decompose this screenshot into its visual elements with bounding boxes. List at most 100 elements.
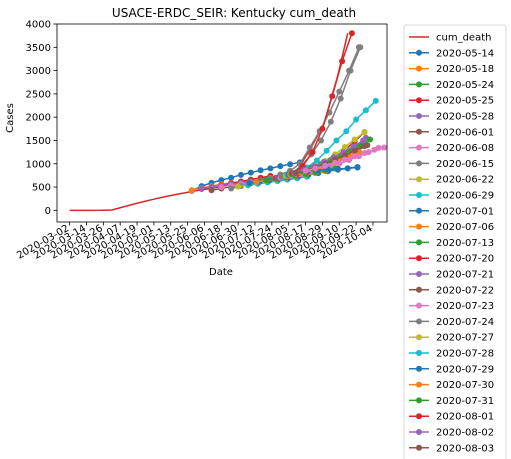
legend-swatch-marker: [416, 318, 422, 325]
data-point: [306, 144, 313, 151]
legend-swatch-marker: [416, 302, 422, 309]
legend-label: 2020-07-23: [436, 301, 494, 312]
legend-label: 2020-07-20: [436, 254, 494, 265]
legend-label: 2020-07-22: [436, 285, 494, 296]
legend-swatch-marker: [416, 113, 422, 119]
data-point: [347, 67, 354, 74]
legend-label: 2020-06-01: [436, 127, 494, 138]
y-tick-label: 1000: [26, 159, 51, 170]
legend-label: 2020-07-27: [436, 333, 494, 344]
legend-label: 2020-05-14: [436, 48, 494, 59]
data-point: [309, 149, 316, 156]
legend-swatch-marker: [416, 128, 422, 135]
legend-item: 2020-08-02: [409, 428, 494, 439]
legend-swatch-marker: [416, 49, 422, 56]
data-point: [198, 185, 205, 191]
data-point: [354, 164, 361, 171]
data-point: [319, 125, 326, 132]
data-point: [341, 156, 348, 163]
y-tick-label: 500: [32, 183, 51, 194]
data-point: [371, 146, 378, 153]
data-point: [318, 137, 324, 144]
data-point: [323, 147, 330, 154]
legend-label: 2020-07-29: [436, 364, 494, 375]
legend-swatch-marker: [416, 334, 422, 341]
data-point: [341, 152, 348, 159]
legend-item: 2020-05-24: [409, 80, 494, 91]
data-point: [312, 165, 319, 172]
legend-item: 2020-06-01: [409, 127, 494, 138]
data-point: [277, 163, 284, 170]
legend-label: 2020-07-28: [436, 349, 494, 360]
legend-label: 2020-07-13: [436, 238, 494, 249]
legend-label: 2020-06-22: [436, 175, 494, 186]
y-tick-label: 0: [45, 206, 51, 217]
y-tick-label: 3500: [26, 43, 51, 54]
legend-item: 2020-07-20: [409, 254, 494, 265]
legend-label: 2020-07-24: [436, 317, 494, 328]
plot-area: 050010001500200025003000350040002020-03-…: [15, 20, 388, 262]
legend-label: 2020-06-08: [436, 143, 494, 154]
legend-item: cum_death: [409, 33, 491, 44]
data-point: [357, 44, 364, 51]
data-point: [235, 183, 242, 190]
legend-label: 2020-05-28: [436, 112, 494, 123]
legend-swatch-marker: [416, 381, 422, 388]
data-point: [381, 144, 388, 151]
data-point: [247, 169, 254, 176]
data-point: [348, 30, 355, 37]
data-point: [188, 187, 195, 194]
legend-swatch-marker: [416, 97, 422, 104]
legend-label: 2020-07-30: [436, 380, 494, 391]
legend-swatch-marker: [416, 365, 422, 372]
legend-item: 2020-07-23: [409, 301, 494, 312]
legend-item: 2020-05-28: [409, 112, 494, 123]
data-point: [372, 97, 379, 104]
y-tick-label: 2000: [26, 113, 51, 124]
data-point: [351, 136, 358, 143]
legend-label: cum_death: [436, 33, 491, 44]
legend-swatch-marker: [416, 176, 422, 183]
data-point: [267, 165, 274, 172]
legend-item: 2020-08-03: [409, 443, 494, 454]
legend-label: 2020-08-01: [436, 412, 494, 423]
legend-item: 2020-07-27: [409, 333, 494, 344]
legend-item: 2020-06-08: [409, 143, 494, 154]
data-point: [208, 187, 215, 194]
data-point: [361, 129, 368, 136]
legend-item: 2020-06-22: [409, 175, 494, 186]
data-point: [246, 180, 253, 187]
legend-item: 2020-07-29: [409, 364, 494, 375]
data-point: [263, 177, 270, 184]
legend-item: 2020-05-18: [409, 64, 494, 75]
data-point: [322, 162, 329, 169]
legend-label: 2020-05-25: [436, 96, 494, 107]
legend-swatch-marker: [416, 81, 422, 88]
legend-swatch-marker: [416, 223, 422, 230]
data-point: [327, 118, 334, 125]
data-point: [361, 150, 368, 156]
data-point: [253, 178, 260, 185]
legend-swatch-marker: [416, 65, 422, 72]
y-axis-title: Cases: [5, 103, 16, 133]
legend-swatch-marker: [416, 413, 422, 420]
data-point: [351, 153, 358, 160]
legend-item: 2020-07-21: [409, 270, 494, 281]
data-point: [344, 165, 351, 172]
y-tick-label: 2500: [26, 89, 51, 100]
legend-swatch-marker: [416, 429, 422, 435]
data-point: [329, 93, 336, 100]
data-point: [238, 171, 244, 178]
legend-label: 2020-07-31: [436, 396, 494, 407]
data-point: [362, 107, 369, 114]
plot-frame: [56, 23, 388, 223]
data-point: [337, 95, 344, 102]
legend-item: 2020-07-31: [409, 396, 494, 407]
legend-item: 2020-07-22: [409, 285, 494, 296]
data-point: [341, 144, 348, 150]
data-point: [353, 116, 360, 123]
legend-item: 2020-08-01: [409, 412, 494, 423]
data-point: [313, 157, 320, 164]
data-point: [287, 161, 294, 168]
legend-item: 2020-07-06: [409, 222, 494, 233]
